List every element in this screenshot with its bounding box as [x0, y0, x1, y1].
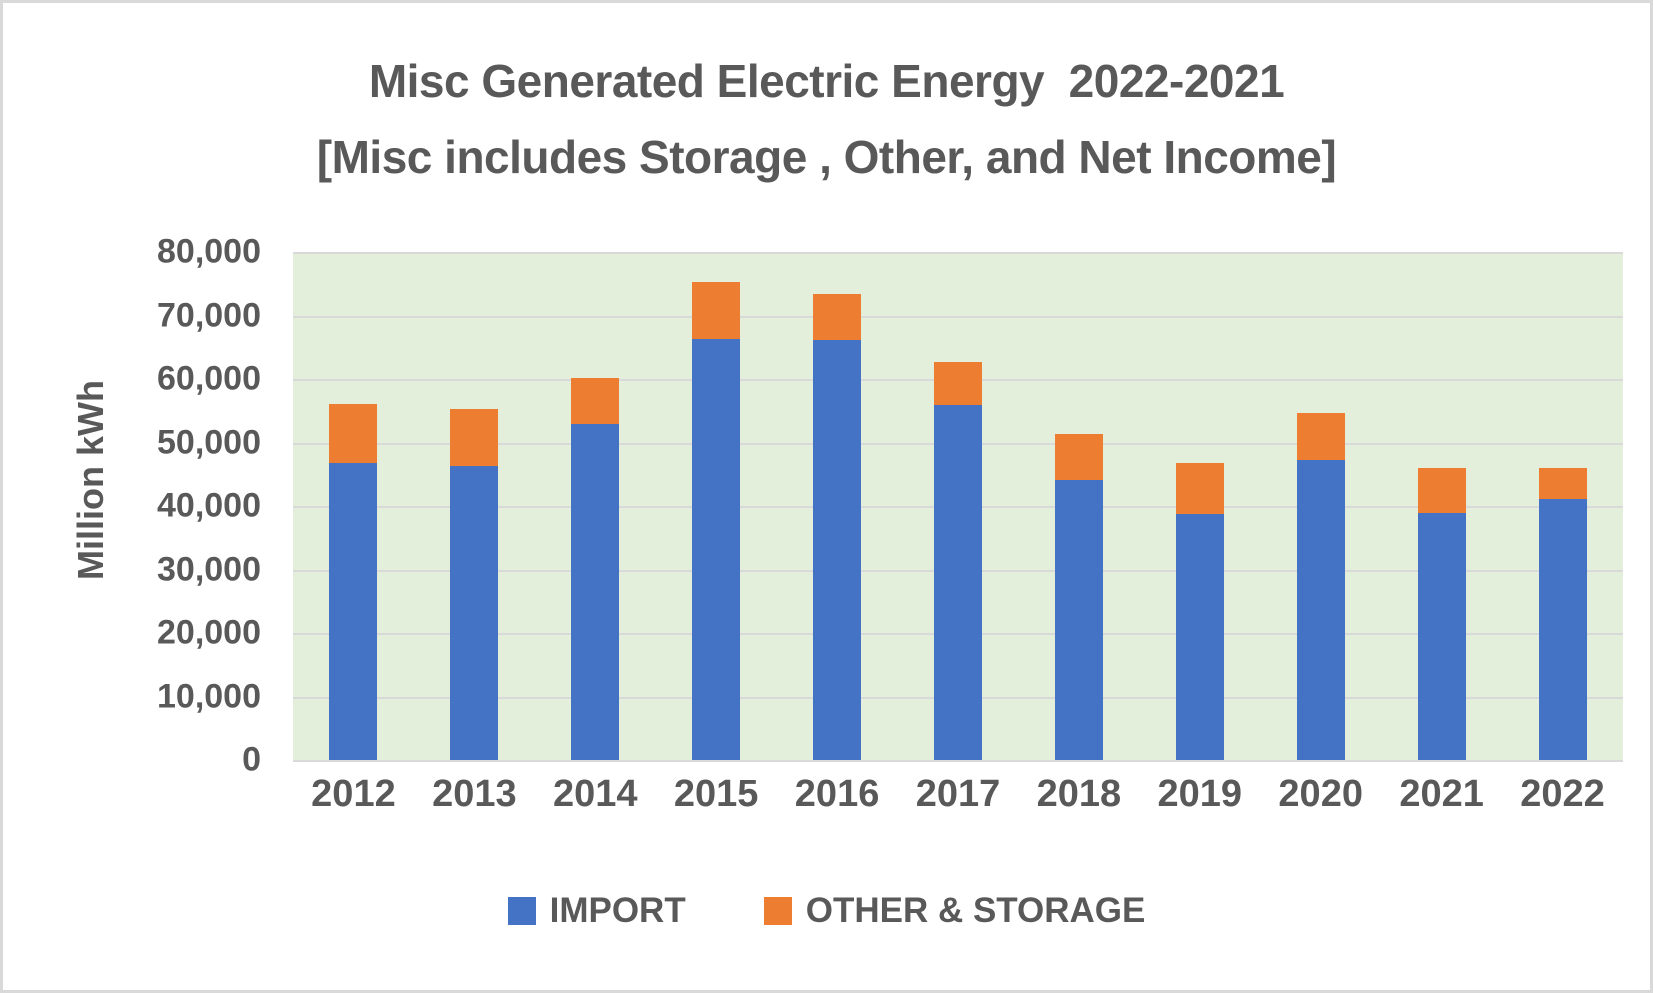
bar-segment-2018-import [1054, 479, 1103, 761]
y-tick-label-30000: 30,000 [157, 550, 261, 589]
plot-area [293, 252, 1623, 762]
x-tick-label-2019: 2019 [1157, 773, 1243, 815]
bar-slot-2013 [414, 253, 535, 761]
bar-2014 [571, 378, 620, 761]
legend-label-other-storage: OTHER & STORAGE [805, 891, 1146, 930]
bar-slot-2015 [656, 253, 777, 761]
chart-title-line-1: Misc Generated Electric Energy 2022-2021 [368, 55, 1285, 107]
bar-segment-2012-other-storage [329, 404, 378, 463]
legend-swatch-other-storage [763, 897, 792, 925]
bar-segment-2018-other-storage [1054, 433, 1103, 480]
bar-slot-2012 [293, 253, 414, 761]
bar-2020 [1296, 413, 1345, 761]
bar-segment-2022-other-storage [1538, 467, 1587, 500]
bar-segment-2015-other-storage [692, 281, 741, 339]
legend-item-other-storage: OTHER & STORAGE [763, 891, 1146, 931]
bar-segment-2014-other-storage [571, 378, 620, 424]
y-tick-label-60000: 60,000 [157, 359, 261, 398]
legend-item-import: IMPORT [507, 891, 686, 931]
chart-title-line-2: [Misc includes Storage , Other, and Net … [316, 131, 1337, 183]
bar-2018 [1054, 433, 1103, 761]
bar-segment-2019-import [1175, 514, 1224, 761]
x-tick-label-2018: 2018 [1036, 773, 1122, 815]
x-tick-label-2020: 2020 [1278, 773, 1363, 815]
bar-segment-2014-import [571, 423, 620, 761]
x-tick-label-2021: 2021 [1399, 773, 1484, 815]
bar-slot-2016 [777, 253, 898, 761]
x-tick-label-2012: 2012 [311, 773, 396, 815]
x-axis-tick-labels: 2012 2013 2014 2015 2016 2017 2018 2019 2020 2021… [293, 773, 1623, 816]
bar-segment-2012-import [329, 462, 378, 761]
y-axis-tick-labels: 0 10,000 20,000 30,000 40,000 50,000 60,000 70,… [3, 3, 261, 990]
y-tick-label-20000: 20,000 [157, 613, 261, 652]
bar-segment-2021-other-storage [1417, 467, 1466, 513]
y-tick-label-0: 0 [242, 740, 261, 779]
bar-slot-2020 [1260, 253, 1381, 761]
bar-segment-2016-import [813, 340, 862, 761]
x-tick-label-2016: 2016 [794, 773, 880, 815]
gridline-70000 [293, 315, 1623, 318]
y-tick-label-80000: 80,000 [157, 232, 261, 271]
bar-segment-2015-import [692, 338, 741, 761]
bar-segment-2019-other-storage [1175, 462, 1224, 514]
bar-2021 [1417, 467, 1466, 761]
bar-2017 [933, 362, 982, 761]
x-tick-label-2013: 2013 [432, 773, 517, 815]
y-tick-label-50000: 50,000 [157, 423, 261, 462]
bar-segment-2017-other-storage [933, 362, 982, 406]
bar-2019 [1175, 462, 1224, 761]
x-tick-label-2017: 2017 [915, 773, 1001, 815]
bar-slot-2018 [1018, 253, 1139, 761]
x-tick-label-2015: 2015 [673, 773, 759, 815]
bar-slot-2021 [1381, 253, 1502, 761]
bar-segment-2017-import [933, 405, 982, 761]
bar-slot-2022 [1502, 253, 1623, 761]
legend-label-import: IMPORT [549, 891, 686, 930]
bar-segment-2013-other-storage [450, 408, 499, 467]
bar-2015 [692, 281, 741, 761]
bar-segment-2020-other-storage [1296, 413, 1345, 461]
bar-segment-2016-other-storage [813, 294, 862, 340]
bar-slot-2019 [1139, 253, 1260, 761]
bar-2016 [813, 294, 862, 761]
legend: IMPORT OTHER & STORAGE [3, 891, 1650, 931]
x-axis-line [293, 760, 1623, 762]
bar-segment-2020-import [1296, 460, 1345, 761]
y-tick-label-40000: 40,000 [157, 486, 261, 525]
bar-2022 [1538, 467, 1587, 761]
bar-segment-2013-import [450, 466, 499, 761]
bar-slot-2014 [535, 253, 656, 761]
bars-container [293, 253, 1623, 761]
bar-slot-2017 [898, 253, 1019, 761]
legend-swatch-import [507, 897, 536, 925]
gridline-80000 [293, 252, 1623, 254]
bar-segment-2021-import [1417, 512, 1466, 761]
x-tick-label-2022: 2022 [1520, 773, 1605, 815]
bar-2012 [329, 404, 378, 761]
bar-segment-2022-import [1538, 499, 1587, 761]
y-tick-label-70000: 70,000 [157, 296, 261, 335]
bar-2013 [450, 408, 499, 761]
chart-title: Misc Generated Electric Energy 2022-2021… [3, 43, 1650, 195]
x-tick-label-2014: 2014 [552, 773, 638, 815]
y-tick-label-10000: 10,000 [157, 677, 261, 716]
